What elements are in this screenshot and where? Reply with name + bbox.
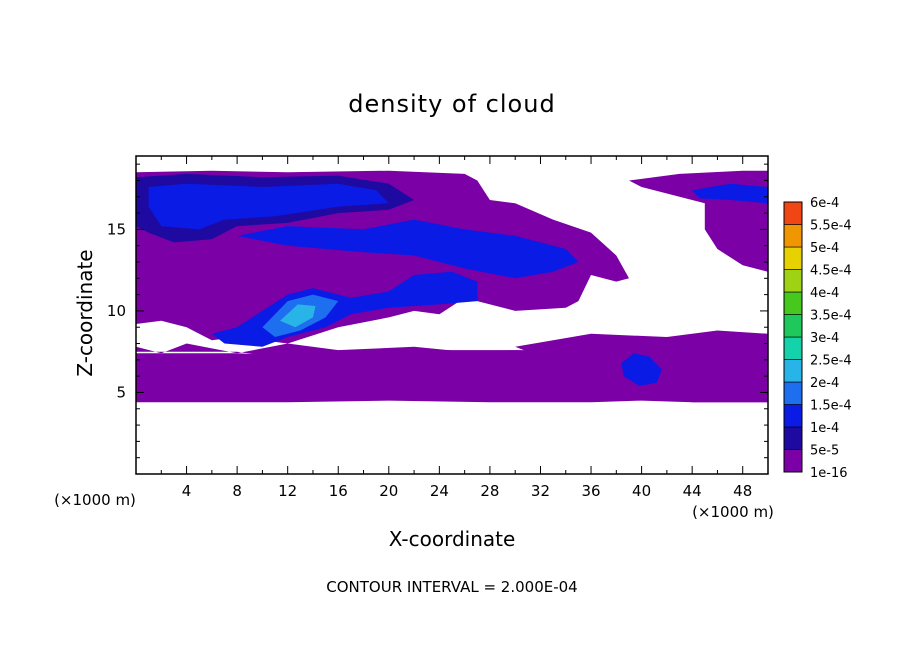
y-tick-label-5: 5 xyxy=(116,383,126,401)
chart-title: density of cloud xyxy=(348,90,555,118)
colorbar-label-5.5e-4: 5.5e-4 xyxy=(810,219,852,234)
x-tick-label-40: 40 xyxy=(632,482,651,500)
colorbar-label-4.5e-4: 4.5e-4 xyxy=(810,264,852,279)
contour-region-13 xyxy=(692,183,768,204)
x-tick-label-8: 8 xyxy=(232,482,242,500)
x-tick-label-16: 16 xyxy=(329,482,348,500)
x-axis-label: X-coordinate xyxy=(389,527,516,551)
y-axis-label: Z-coordinate xyxy=(73,249,97,376)
y-tick-label-15: 15 xyxy=(107,220,126,238)
colorbar-swatch-3.5e-4 xyxy=(783,291,803,315)
colorbar-swatch-2.5e-4 xyxy=(783,336,803,360)
colorbar-swatch-5.5e-4 xyxy=(783,201,803,225)
y-tick-label-10: 10 xyxy=(107,302,126,320)
colorbar-swatch-4.5e-4 xyxy=(783,246,803,270)
colorbar-swatch-1e-16 xyxy=(783,449,803,473)
colorbar-swatch-1.5e-4 xyxy=(783,381,803,405)
colorbar-label-6e-4: 6e-4 xyxy=(810,196,839,211)
contour-region-12 xyxy=(621,353,662,386)
colorbar-swatch-2e-4 xyxy=(783,359,803,383)
x-unit-left: (×1000 m) xyxy=(54,491,136,509)
colorbar-label-5e-5: 5e-5 xyxy=(810,444,839,459)
y-ticks: 5 10 15 xyxy=(107,163,768,459)
colorbar-label-1.5e-4: 1.5e-4 xyxy=(810,399,852,414)
x-tick-label-28: 28 xyxy=(480,482,499,500)
colorbar-label-4e-4: 4e-4 xyxy=(810,286,839,301)
colorbar-frame xyxy=(783,201,803,473)
x-tick-label-32: 32 xyxy=(531,482,550,500)
colorbar: 1e-16 5e-5 1e-4 1.5e-4 2e-4 2.5e-4 3e-4 3.5e-4 4… xyxy=(783,196,852,481)
colorbar-label-3e-4: 3e-4 xyxy=(810,331,839,346)
x-tick-label-36: 36 xyxy=(581,482,600,500)
colorbar-label-3.5e-4: 3.5e-4 xyxy=(810,309,852,324)
x-ticks: 4 8 12 16 20 24 28 32 36 40 44 48 xyxy=(160,156,752,500)
colorbar-swatch-5e-5 xyxy=(783,426,803,450)
x-tick-label-44: 44 xyxy=(683,482,702,500)
colorbar-label-1e-4: 1e-4 xyxy=(810,421,839,436)
x-unit-right: (×1000 m) xyxy=(692,503,774,521)
x-tick-label-20: 20 xyxy=(379,482,398,500)
contour-fill-layer xyxy=(136,170,768,403)
contour-region-11 xyxy=(280,304,316,328)
colorbar-label-2.5e-4: 2.5e-4 xyxy=(810,354,852,369)
colorbar-label-5e-4: 5e-4 xyxy=(810,241,839,256)
x-tick-label-12: 12 xyxy=(278,482,297,500)
colorbar-label-2e-4: 2e-4 xyxy=(810,376,839,391)
contour-region-7 xyxy=(148,183,389,230)
colorbar-swatch-4e-4 xyxy=(783,269,803,293)
x-tick-label-4: 4 xyxy=(182,482,192,500)
colorbar-swatch-5e-4 xyxy=(783,224,803,248)
contour-region-8 xyxy=(237,219,579,279)
x-tick-label-48: 48 xyxy=(733,482,752,500)
contour-region-4 xyxy=(515,330,768,357)
colorbar-swatch-3e-4 xyxy=(783,314,803,338)
plot-frame xyxy=(135,155,769,475)
contour-interval-note: CONTOUR INTERVAL = 2.000E-04 xyxy=(326,578,577,596)
colorbar-label-1e-16: 1e-16 xyxy=(810,466,848,481)
x-tick-label-24: 24 xyxy=(430,482,449,500)
contour-region-2 xyxy=(136,346,768,403)
colorbar-swatch-1e-4 xyxy=(783,404,803,428)
